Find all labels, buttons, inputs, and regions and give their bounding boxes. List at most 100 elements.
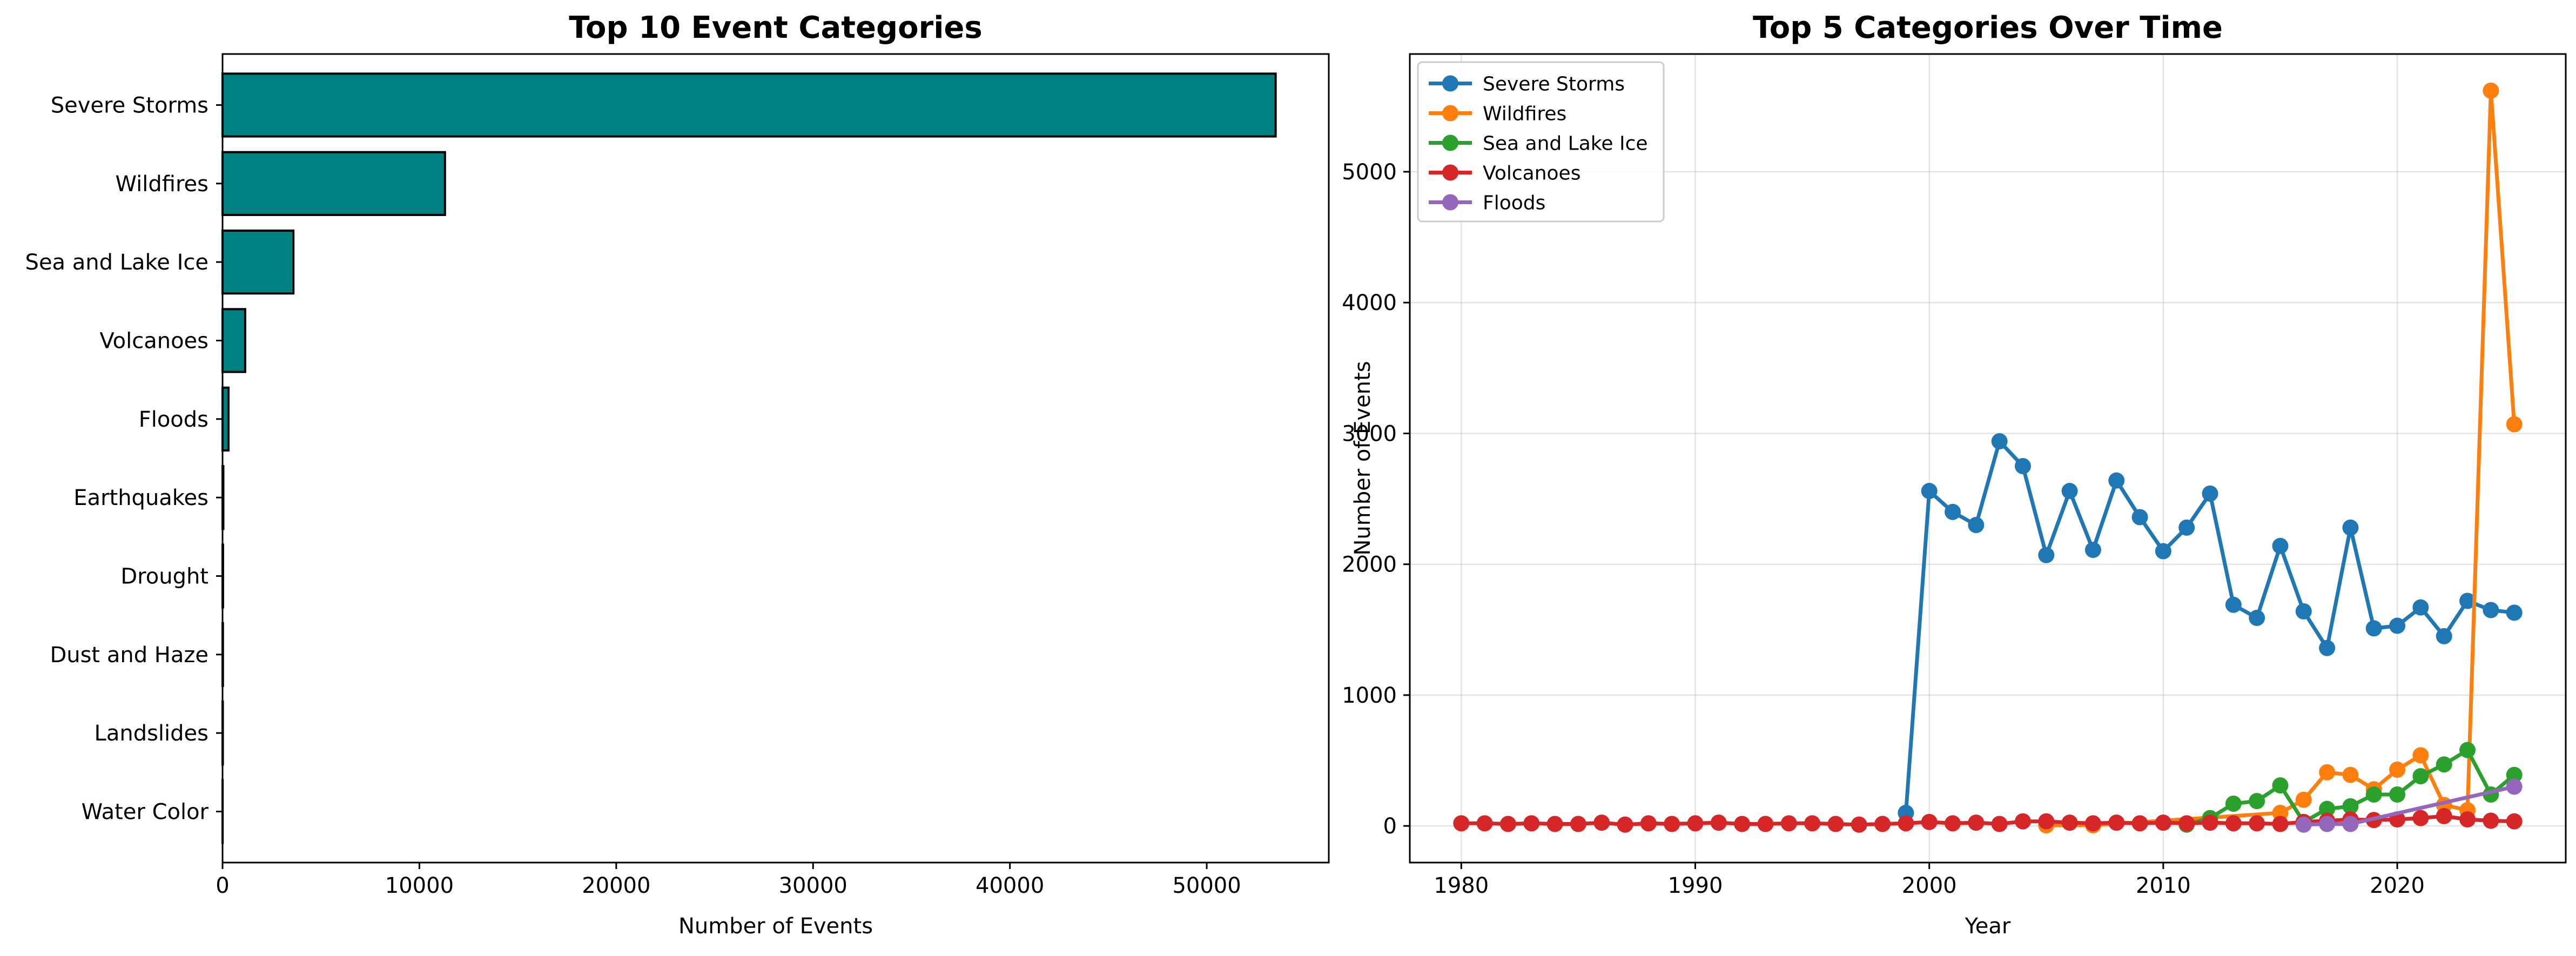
data-point [1640, 815, 1657, 831]
data-point [2319, 816, 2335, 832]
x-tick-label: 0 [216, 873, 229, 898]
bar [223, 388, 228, 450]
bar-chart-title: Top 10 Event Categories [569, 10, 982, 45]
y-tick-label: 1000 [1342, 683, 1397, 708]
data-point [2366, 620, 2382, 636]
data-point [1851, 817, 1867, 833]
data-point [2132, 509, 2148, 526]
data-point [2155, 814, 2171, 831]
legend-label: Floods [1483, 192, 1545, 214]
y-tick-label: Landslides [95, 721, 208, 746]
legend-label: Sea and Lake Ice [1483, 133, 1648, 155]
data-point [2038, 547, 2054, 563]
x-tick-label: 2010 [2136, 873, 2191, 898]
data-point [1992, 816, 2008, 832]
data-point [2225, 796, 2242, 812]
data-point [1827, 816, 1844, 832]
data-point [2015, 813, 2031, 830]
data-point [2389, 618, 2405, 634]
data-point [2155, 543, 2171, 559]
y-tick-label: Water Color [82, 800, 209, 825]
y-tick-label: Sea and Lake Ice [25, 250, 208, 275]
line-chart-x-axis-label: Year [1965, 914, 2011, 939]
data-point [2342, 767, 2358, 783]
data-point [1523, 815, 1539, 831]
data-point [1781, 815, 1797, 831]
y-tick-label: 5000 [1342, 160, 1397, 185]
y-tick-label: Dust and Haze [50, 643, 208, 668]
legend-marker [1442, 194, 1458, 211]
data-point [1477, 815, 1493, 831]
data-point [2015, 458, 2031, 474]
data-point [2272, 816, 2288, 832]
legend-marker [1442, 135, 1458, 151]
y-tick-label: 0 [1383, 814, 1397, 839]
data-point [2459, 742, 2476, 758]
x-tick-label: 10000 [385, 873, 454, 898]
data-point [1617, 817, 1633, 833]
data-point [2225, 597, 2242, 613]
bar [223, 309, 245, 372]
data-point [2085, 815, 2101, 831]
data-point [2202, 814, 2218, 831]
data-point [2366, 786, 2382, 803]
data-point [2389, 786, 2405, 803]
y-tick-label: Earthquakes [73, 486, 208, 510]
x-tick-label: 30000 [779, 873, 848, 898]
data-point [1593, 814, 1610, 831]
bar-chart-x-axis-label: Number of Events [678, 914, 873, 939]
y-tick-label: Wildfires [116, 172, 209, 197]
data-point [2412, 768, 2429, 784]
data-point [2225, 815, 2242, 831]
data-point [2062, 814, 2078, 831]
data-point [2272, 777, 2288, 793]
data-point [2108, 814, 2124, 831]
data-point [2389, 762, 2405, 778]
data-point [2249, 610, 2265, 626]
data-point [2202, 486, 2218, 502]
data-point [2272, 538, 2288, 554]
bar [223, 73, 1276, 136]
data-point [1757, 816, 1773, 832]
data-point [2296, 603, 2312, 620]
y-tick-label: 4000 [1342, 291, 1397, 315]
data-point [1453, 815, 1469, 831]
x-tick-label: 1980 [1434, 873, 1489, 898]
y-tick-label: 2000 [1342, 553, 1397, 577]
data-point [2412, 600, 2429, 616]
data-point [2459, 811, 2476, 827]
data-point [1734, 816, 1750, 832]
data-point [2412, 747, 2429, 763]
data-point [2062, 483, 2078, 499]
data-point [1711, 814, 1727, 831]
data-point [1898, 815, 1914, 831]
data-point [1945, 504, 1961, 520]
data-point [1921, 483, 1938, 499]
y-tick-label: Drought [120, 564, 208, 589]
x-tick-label: 40000 [976, 873, 1044, 898]
x-tick-label: 2000 [1902, 873, 1957, 898]
data-point [2249, 815, 2265, 831]
data-point [1687, 815, 1704, 831]
data-point [1500, 816, 1516, 832]
data-point [2483, 602, 2499, 618]
data-point [1945, 815, 1961, 831]
legend-marker [1442, 76, 1458, 92]
legend-marker [1442, 105, 1458, 122]
data-point [2342, 816, 2358, 832]
data-point [2506, 604, 2523, 621]
legend-label: Volcanoes [1483, 163, 1580, 185]
data-point [2319, 764, 2335, 780]
data-point [1804, 815, 1820, 831]
data-point [2483, 812, 2499, 829]
legend-label: Wildfires [1483, 103, 1566, 125]
bar [223, 231, 293, 293]
data-point [2132, 815, 2148, 831]
data-point [2506, 813, 2523, 830]
data-point [2108, 473, 2124, 489]
data-point [2178, 520, 2195, 536]
y-tick-label: Volcanoes [99, 328, 208, 353]
